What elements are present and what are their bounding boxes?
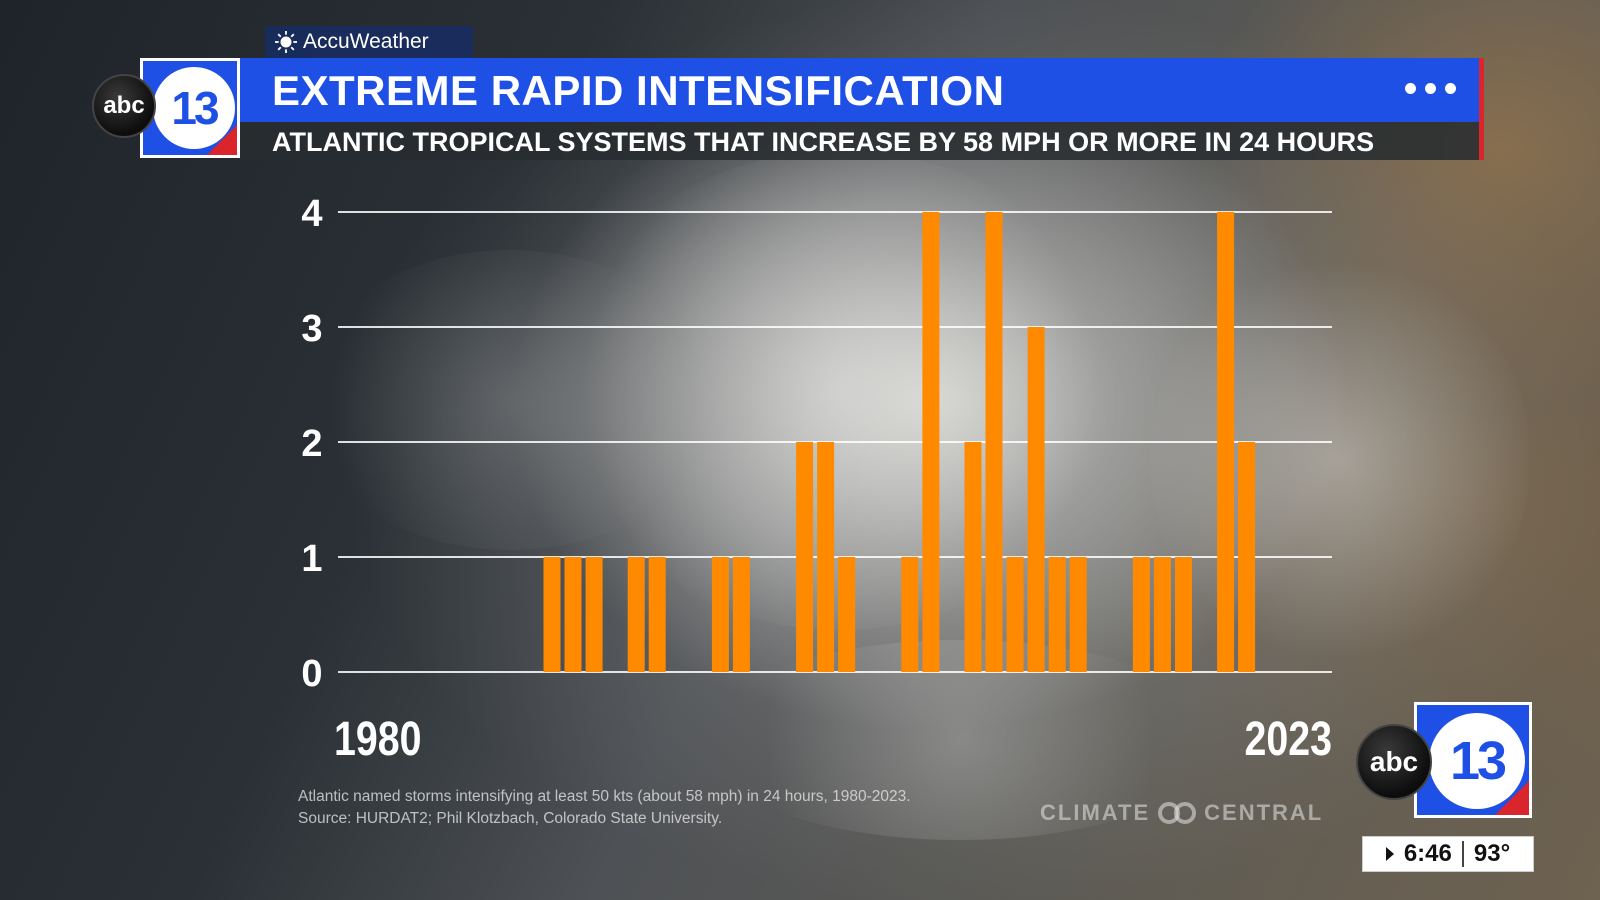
title-banner: EXTREME RAPID INTENSIFICATION [240,58,1484,122]
climate-central-icon [1158,802,1197,824]
bar-2003 [838,557,856,672]
header-abc13-logo: 13 abc [92,56,242,160]
accuweather-tab: AccuWeather [265,26,473,58]
x-end-label: 2023 [1244,712,1332,766]
bar-2014 [1069,557,1087,672]
climate-central-logo: CLIMATE CENTRAL [1040,800,1323,826]
bar-1993 [627,557,645,672]
time-temp-pill: 6:46 93° [1362,836,1534,872]
bar-1997 [711,557,729,672]
footnote-line-2: Source: HURDAT2; Phil Klotzbach, Colorad… [298,810,723,827]
bar-2007 [922,212,940,672]
bar-1994 [648,557,666,672]
bar-1989 [543,557,561,672]
play-icon [1385,847,1394,861]
page-title: EXTREME RAPID INTENSIFICATION [272,67,1005,114]
footnote-line-1: Atlantic named storms intensifying at le… [298,788,911,805]
corner-abc13-logo: 13 abc [1356,702,1536,822]
x-start-label: 1980 [334,712,422,766]
bar-1990 [564,557,582,672]
bar-2009 [964,442,982,672]
subtitle-banner: ATLANTIC TROPICAL SYSTEMS THAT INCREASE … [240,122,1484,160]
y-tick-label-0: 0 [301,653,322,695]
bar-2001 [796,442,814,672]
bar-1991 [585,557,603,672]
more-dots-icon [1405,78,1459,98]
bar-2002 [817,442,835,672]
bar-2017 [1132,557,1150,672]
y-tick-label-1: 1 [301,538,322,580]
pill-divider [1461,841,1464,867]
bar-2022 [1238,442,1256,672]
bar-1998 [732,557,750,672]
header-logo-number: 13 [171,82,219,134]
bar-2011 [1006,557,1024,672]
bar-2021 [1217,212,1235,672]
climate-central-right: CENTRAL [1204,800,1324,825]
clock-time: 6:46 [1403,840,1452,867]
bar-2012 [1027,327,1045,672]
corner-logo-number: 13 [1449,731,1507,791]
y-tick-label-2: 2 [301,423,322,465]
bar-2013 [1048,557,1066,672]
footnote: Atlantic named storms intensifying at le… [298,786,911,830]
bar-2010 [985,212,1003,672]
bar-2019 [1175,557,1192,672]
sun-icon [275,31,297,53]
accuweather-label: AccuWeather [303,30,429,53]
climate-central-left: CLIMATE [1040,800,1151,825]
corner-logo-abc-text: abc [1369,746,1419,777]
temperature: 93° [1473,840,1511,867]
y-tick-label-3: 3 [301,308,322,350]
page-subtitle: ATLANTIC TROPICAL SYSTEMS THAT INCREASE … [272,127,1375,157]
header-logo-abc-text: abc [103,92,145,119]
bar-2006 [901,557,919,672]
y-tick-label-4: 4 [301,193,322,235]
bar-2018 [1153,557,1171,672]
